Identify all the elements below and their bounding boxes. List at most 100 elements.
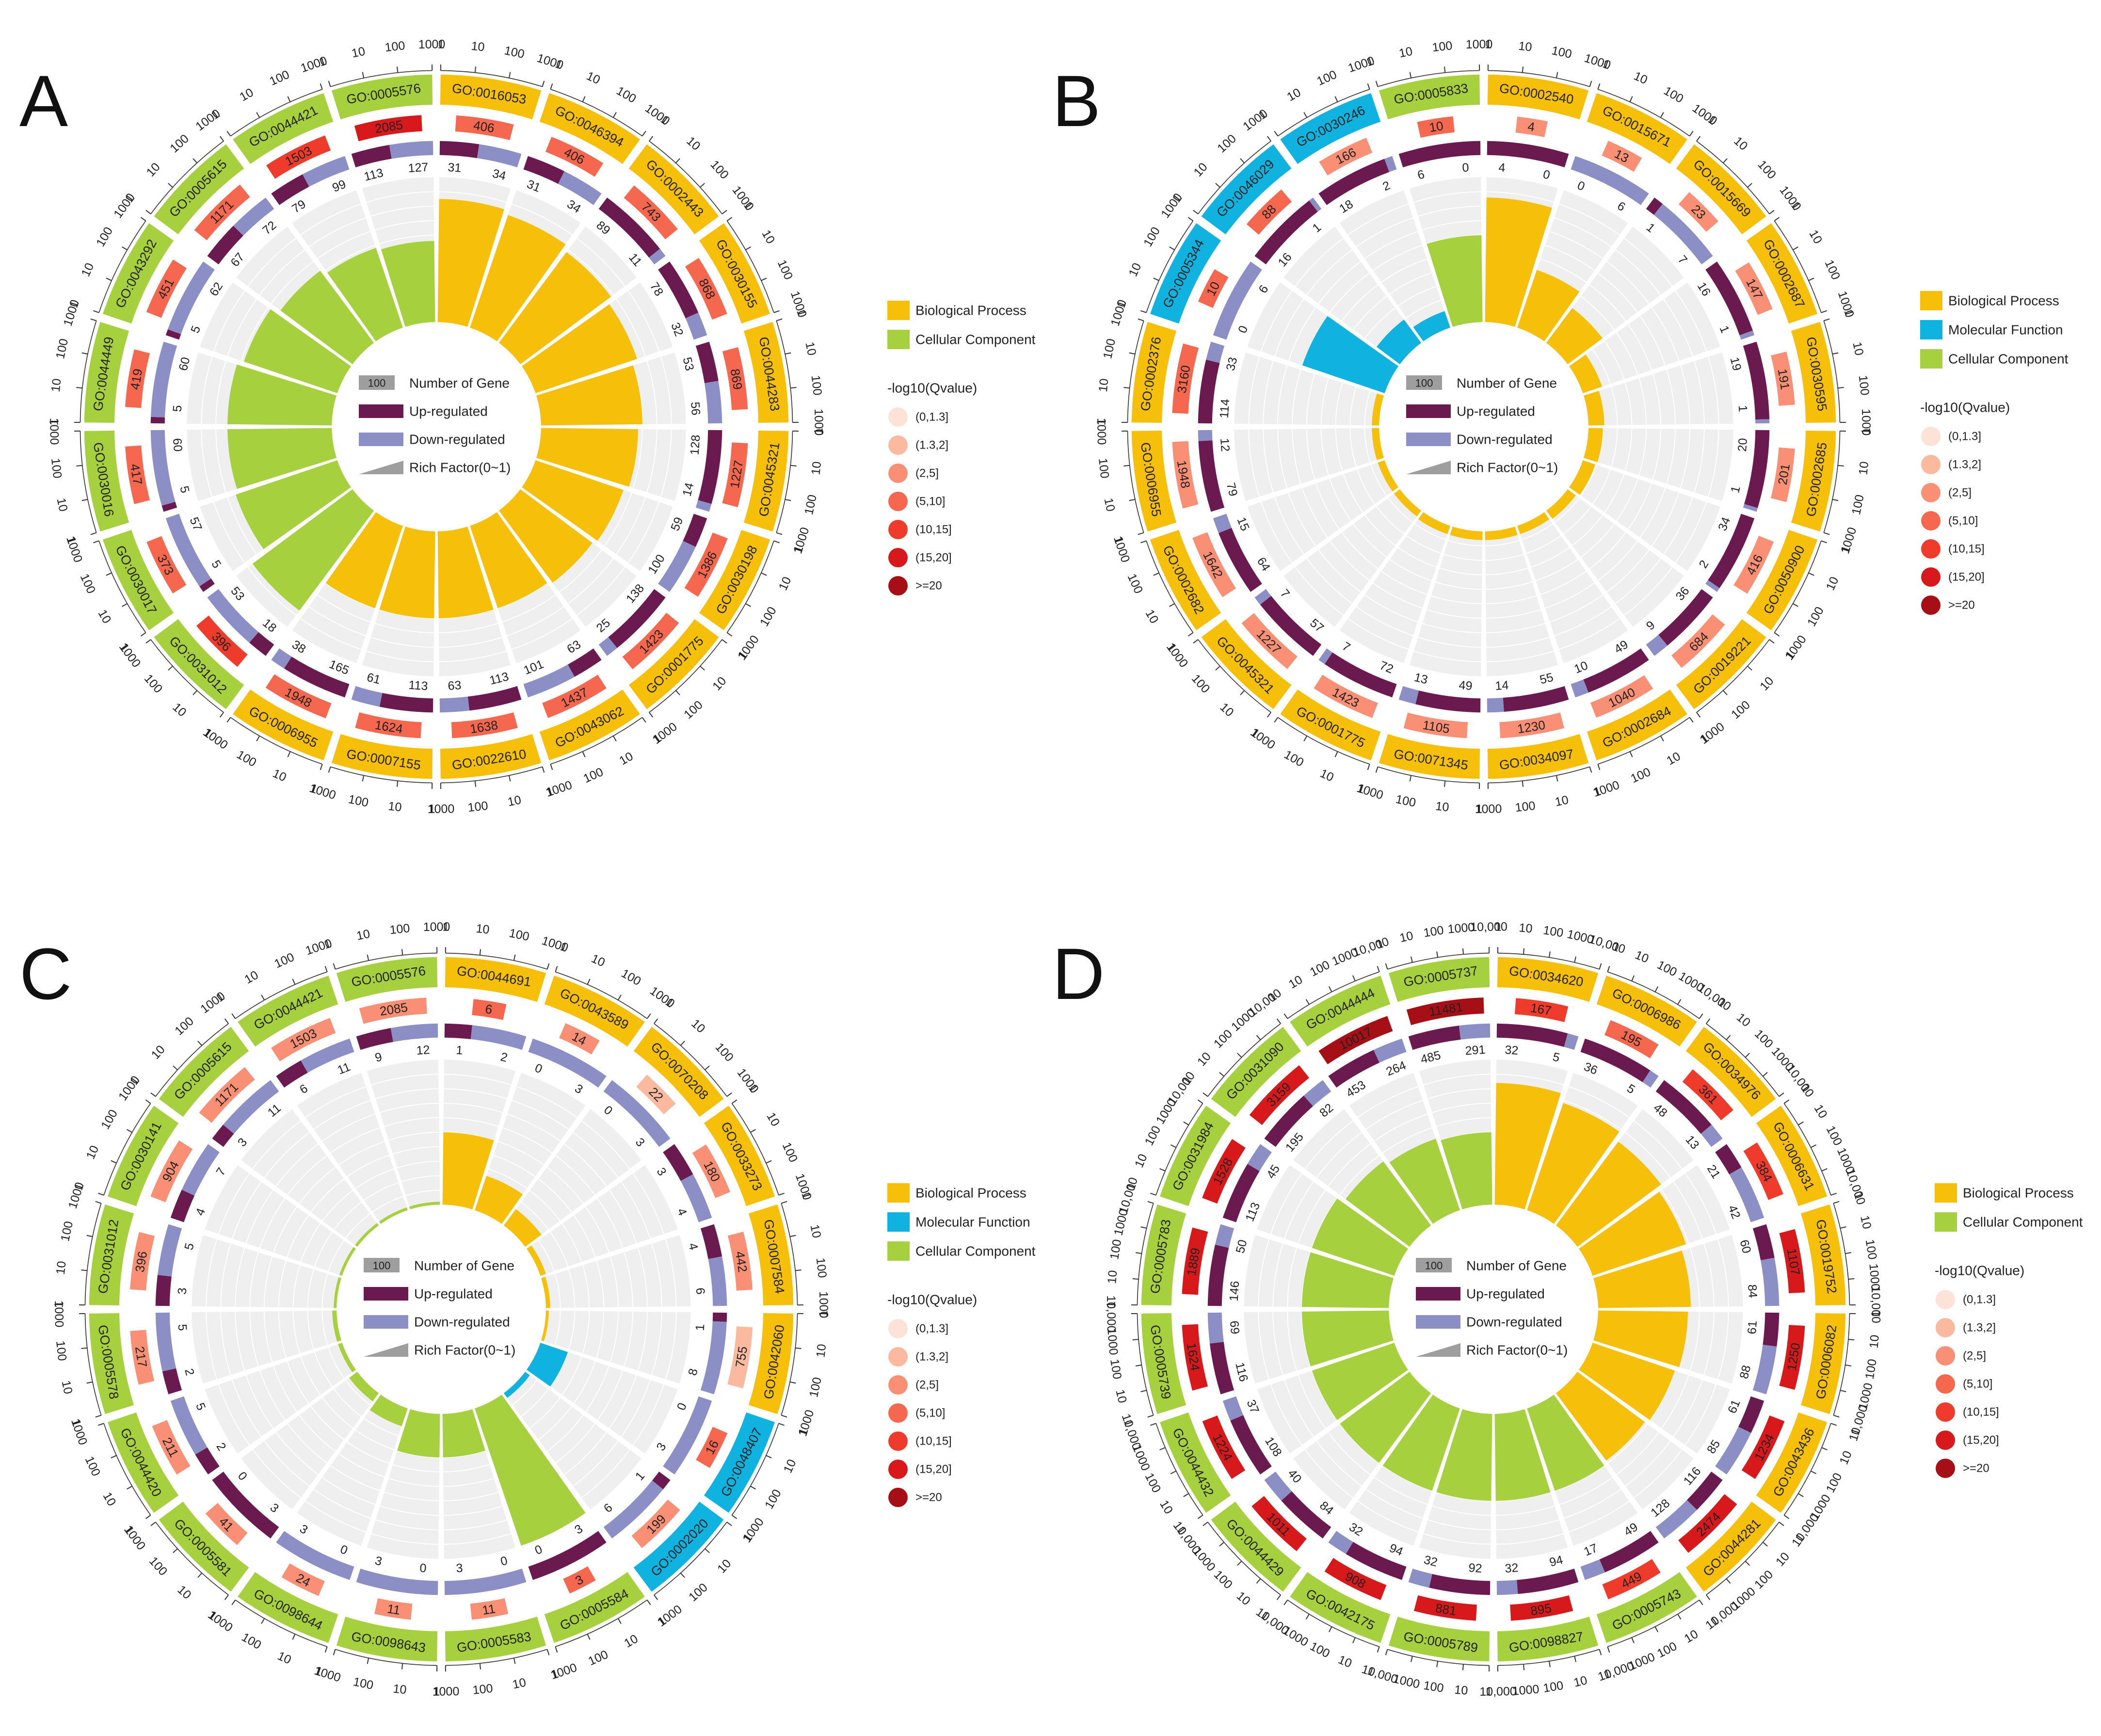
axis-tick xyxy=(1832,498,1839,501)
axis-tick xyxy=(1256,1035,1261,1040)
down-count-label: 13 xyxy=(1683,1133,1701,1152)
up-regulated-bar xyxy=(1264,1095,1313,1147)
down-regulated-bar xyxy=(1213,514,1232,533)
grid-line xyxy=(278,1311,287,1358)
qvalue-bin-label: (1.3,2] xyxy=(915,439,948,452)
category-segment xyxy=(743,321,789,423)
rich-factor-bar xyxy=(470,215,566,341)
tick-label: 100 xyxy=(239,1630,263,1652)
qvalue-bar xyxy=(696,1427,728,1468)
rich-factor-bar xyxy=(470,512,547,609)
up-regulated-bar xyxy=(249,632,274,656)
category-legend-label: Molecular Function xyxy=(915,1215,1030,1230)
axis-tick xyxy=(1793,246,1798,251)
down-count-label: 101 xyxy=(522,658,545,678)
tick-label: 10 xyxy=(1195,1050,1214,1069)
grid-line xyxy=(443,1478,494,1487)
axis-tick xyxy=(766,1455,772,1459)
grid-line xyxy=(273,1206,297,1253)
center-legend: 100 Number of GeneUp-regulatedDown-regula… xyxy=(1406,375,1558,475)
axis-tick xyxy=(127,1485,132,1490)
axis-tick xyxy=(1367,83,1370,90)
axis-tick xyxy=(93,310,99,313)
qvalue-swatch xyxy=(1936,1431,1955,1450)
tick-label: 10 xyxy=(1102,497,1118,513)
axis-tick xyxy=(646,1599,651,1606)
grid-line xyxy=(1364,307,1396,339)
down-count-label: 17 xyxy=(1582,1541,1600,1559)
axis-tick xyxy=(192,158,198,163)
gene-count-label: 11 xyxy=(481,1601,496,1618)
axis-tick xyxy=(1169,603,1175,607)
category-segment xyxy=(1160,1412,1231,1513)
tick-label: 10 xyxy=(49,378,64,393)
tick-label: 10 xyxy=(1850,341,1866,357)
grid-line xyxy=(1703,1243,1715,1307)
down-count-label: 12 xyxy=(416,1043,431,1058)
tick-label: 1000 xyxy=(427,802,454,816)
qvalue-bar xyxy=(265,674,332,719)
up-count-label: 79 xyxy=(289,197,308,216)
category-segment xyxy=(1746,223,1817,324)
axis-tick xyxy=(1779,1522,1784,1527)
up-regulated-bar xyxy=(712,1312,727,1322)
axis-tick xyxy=(1276,1594,1281,1600)
axis-tick xyxy=(81,352,88,355)
axis-tick xyxy=(778,1192,785,1196)
down-count-label: 7 xyxy=(1675,253,1690,267)
up-count-label: 6 xyxy=(297,1081,310,1096)
down-count-label: 38 xyxy=(289,638,308,656)
category-segment xyxy=(238,976,338,1047)
tick-label: 100 xyxy=(167,132,192,156)
grid-line xyxy=(263,1256,273,1307)
grid-line xyxy=(561,1223,582,1262)
tick-label: 10,000 xyxy=(1360,1662,1399,1686)
qvalue-bar xyxy=(685,257,727,320)
up-count-label: 0 xyxy=(674,1401,690,1412)
up-count-label: 67 xyxy=(228,250,247,269)
rich-factor-bar xyxy=(503,1209,542,1247)
tick-label: 100 xyxy=(58,1220,76,1243)
axis-tick xyxy=(508,775,511,782)
grid-line xyxy=(624,1311,634,1366)
category-segment xyxy=(154,144,244,235)
rich-factor-bar xyxy=(1346,1161,1431,1247)
grid-line xyxy=(1572,514,1603,546)
up-count-label: 2 xyxy=(213,1440,228,1453)
category-segment xyxy=(1596,976,1697,1047)
gene-count-label: 755 xyxy=(733,1345,750,1368)
rich-factor-bar xyxy=(334,1277,341,1308)
axis-tick xyxy=(776,532,783,535)
grid-line xyxy=(439,637,502,648)
axis-tick xyxy=(122,246,128,251)
qvalue-bin-label: >=20 xyxy=(915,1491,942,1504)
tick-label: 10 xyxy=(1191,160,1210,179)
tick-label: 10,000 xyxy=(1869,1286,1883,1323)
tick-label: 10 xyxy=(54,497,70,513)
axis-tick xyxy=(111,1160,117,1164)
up-regulated-bar xyxy=(271,174,309,205)
grid-line xyxy=(1616,332,1638,375)
category-segment xyxy=(440,734,542,779)
rich_factor-label: Rich Factor(0~1) xyxy=(1466,1343,1568,1358)
tick-label: 10 xyxy=(584,69,602,87)
grid-line xyxy=(1343,474,1363,513)
gene-count-label: 6 xyxy=(484,1001,494,1017)
rich-factor-swatch xyxy=(1416,1343,1460,1357)
axis-tick xyxy=(1654,1626,1659,1633)
grid-line xyxy=(1406,535,1442,554)
axis-tick xyxy=(1722,690,1728,695)
tick-label: 100 xyxy=(53,1340,69,1362)
axis-tick xyxy=(582,96,586,102)
qvalue-bar xyxy=(1590,675,1653,718)
rich-factor-bar xyxy=(227,364,337,426)
down-count-label: 62 xyxy=(207,280,225,298)
tick-label: 10 xyxy=(54,1260,69,1275)
rich-factor-bar xyxy=(498,252,611,365)
grid-line xyxy=(1272,1312,1283,1375)
category-segment xyxy=(103,223,174,324)
